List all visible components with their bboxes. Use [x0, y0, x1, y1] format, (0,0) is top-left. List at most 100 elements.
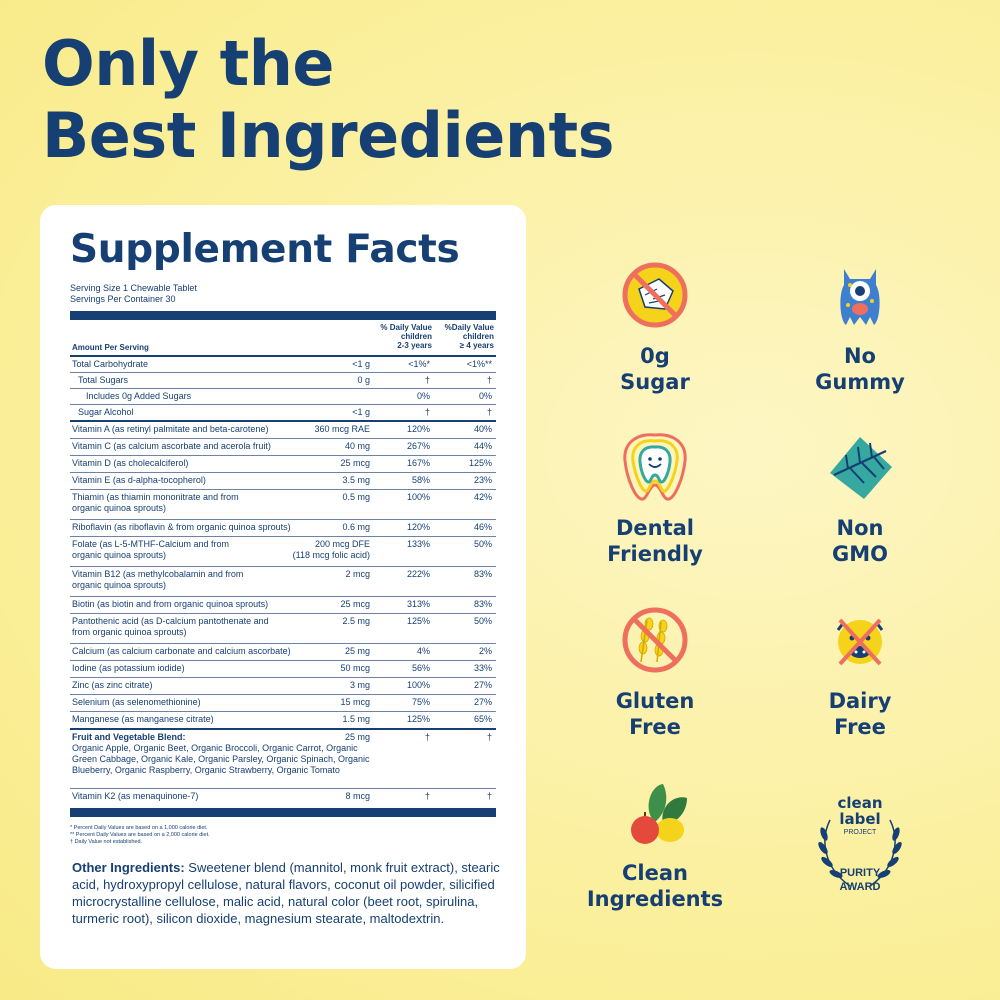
table-row: Biotin (as biotin and from organic quino… — [70, 597, 496, 614]
nutrient-dv2: 23% — [473, 475, 492, 485]
table-row: Pantothenic acid (as D-calcium pantothen… — [70, 614, 496, 644]
top-divider — [70, 311, 496, 320]
nutrient-dv2: 65% — [473, 714, 492, 724]
table-row: Riboflavin (as riboflavin & from organic… — [70, 520, 496, 537]
nutrient-dv1: 313% — [406, 599, 430, 609]
nutrient-amount: 0.5 mg — [342, 492, 370, 502]
badge-label-line: Clean — [622, 861, 688, 885]
headline-line-1: Only the — [42, 27, 334, 100]
nutrient-amount: 3 mg — [349, 680, 370, 690]
badge-label-line: Dairy — [828, 689, 892, 713]
bottom-divider — [70, 808, 496, 817]
table-row: Vitamin C (as calcium ascorbate and acer… — [70, 439, 496, 456]
table-row: Fruit and Vegetable Blend: 25 mg † † Org… — [70, 730, 496, 789]
badge-label-line: GMO — [832, 542, 888, 566]
nutrient-amount: 360 mcg RAE — [314, 424, 370, 434]
table-row: Total Sugars 0 g † † — [70, 373, 496, 389]
badge-label: Gluten Free — [565, 688, 745, 740]
award-line-3: PROJECT — [844, 829, 877, 836]
nutrient-dv1: 125% — [406, 714, 430, 724]
nutrient-dv2: 40% — [473, 424, 492, 434]
nutrient-amount: 2.5 mg — [342, 616, 370, 626]
nutrient-name: Selenium (as selenomethionine) — [72, 697, 201, 707]
badge-label-line: Dental — [615, 516, 695, 540]
fruit-veggie-icon — [615, 772, 695, 852]
leaf-icon — [820, 427, 900, 507]
clean-label-purity-award: clean label PROJECT PURITY AWARD — [770, 790, 950, 905]
nutrient-amount: 8 mcg — [345, 791, 370, 801]
nutrient-dv1: 100% — [406, 680, 430, 690]
nutrient-dv1: <1%* — [408, 359, 430, 369]
award-line-5: AWARD — [840, 881, 881, 893]
footnotes: * Percent Daily Values are based on a 1,… — [70, 825, 210, 846]
nutrient-dv2: 83% — [473, 599, 492, 609]
nutrient-name: Sugar Alcohol — [78, 407, 134, 417]
nutrient-dv1: 100% — [406, 492, 430, 502]
dv2-header-line: children — [462, 332, 494, 341]
nutrient-name: Total Sugars — [78, 375, 129, 385]
nutrient-name: Vitamin D (as cholecalciferol) — [72, 458, 189, 468]
nutrient-name: Thiamin (as thiamin mononitrate and from… — [72, 492, 239, 513]
serving-info: Serving Size 1 Chewable Tablet Servings … — [70, 283, 197, 305]
badge-label-line: Sugar — [620, 370, 690, 394]
nutrient-amount: 15 mcg — [340, 697, 370, 707]
nutrient-name: Vitamin E (as d-alpha-tocopherol) — [72, 475, 206, 485]
nutrient-name: Manganese (as manganese citrate) — [72, 714, 214, 724]
nutrient-dv1: 58% — [411, 475, 430, 485]
nutrient-name: Riboflavin (as riboflavin & from organic… — [72, 522, 291, 532]
badge-non-gmo: Non GMO — [770, 427, 950, 567]
badge-clean-ingredients: Clean Ingredients — [565, 772, 745, 912]
badge-label-line: Friendly — [607, 542, 703, 566]
nutrient-amount: 25 mg — [344, 646, 370, 656]
dv1-header-line: % Daily Value — [380, 323, 432, 332]
laurel-wreath-icon: clean label PROJECT PURITY AWARD — [818, 794, 902, 893]
badge-label: Non GMO — [770, 515, 950, 567]
nutrient-dv1: 222% — [406, 569, 430, 579]
table-row: Vitamin E (as d-alpha-tocopherol) 3.5 mg… — [70, 473, 496, 490]
badge-0g-sugar: 0g Sugar — [565, 255, 745, 395]
no-sugar-icon — [615, 255, 695, 335]
nutrient-dv1: 125% — [406, 616, 430, 626]
nutrient-dv2: 46% — [473, 522, 492, 532]
nutrient-dv1: 133% — [406, 539, 430, 549]
badge-dairy-free: Dairy Free — [770, 600, 950, 740]
nutrient-dv1: 75% — [411, 697, 430, 707]
nutrient-dv2: † — [486, 791, 492, 801]
nutrient-amount: 25 mcg — [340, 458, 370, 468]
nutrient-amount-folic: (118 mcg folic acid) — [292, 550, 370, 560]
badge-label-line: Gummy — [815, 370, 905, 394]
table-row: Total Carbohydrate <1 g <1%* <1%** — [70, 357, 496, 373]
badge-label-line: Non — [836, 516, 884, 540]
nutrient-dv2: † — [486, 375, 492, 385]
award-line-4: PURITY — [840, 867, 881, 879]
nutrient-dv2: 50% — [473, 616, 492, 626]
nutrient-dv1: 167% — [406, 458, 430, 468]
badge-label: Dairy Free — [770, 688, 950, 740]
dv2-header-line: ≥ 4 years — [459, 341, 494, 350]
nutrient-dv2: 125% — [468, 458, 492, 468]
badge-label-line: Free — [834, 715, 886, 739]
badge-no-gummy: No Gummy — [770, 255, 950, 395]
footnote: ** Percent Daily Values are based on a 2… — [70, 832, 210, 838]
nutrient-amount: 2 mcg — [345, 569, 370, 579]
table-row: Selenium (as selenomethionine) 15 mcg 75… — [70, 695, 496, 712]
nutrient-amount: 40 mg — [344, 441, 370, 451]
supplement-facts-title: Supplement Facts — [70, 227, 460, 272]
nutrient-dv1: 56% — [411, 663, 430, 673]
badge-label: 0g Sugar — [565, 343, 745, 395]
nutrient-dv1: † — [424, 791, 430, 801]
nutrient-name: Fruit and Vegetable Blend: — [72, 732, 186, 742]
nutrient-name: Calcium (as calcium carbonate and calciu… — [72, 646, 291, 656]
dv-children-4-header: %Daily Value children ≥ 4 years — [432, 323, 494, 350]
nutrient-name: Vitamin A (as retinyl palmitate and beta… — [72, 424, 269, 434]
nutrient-dv2: <1%** — [466, 359, 492, 369]
badge-label: No Gummy — [770, 343, 950, 395]
dv-children-2-3-header: % Daily Value children 2-3 years — [370, 323, 432, 350]
nutrient-dv2: 2% — [478, 646, 492, 656]
table-row: Iodine (as potassium iodide) 50 mcg 56% … — [70, 661, 496, 678]
nutrient-amount: 200 mcg DFE — [314, 539, 370, 549]
nutrient-dv2: 50% — [473, 539, 492, 549]
nutrient-dv2: 83% — [473, 569, 492, 579]
nutrient-dv1: 120% — [406, 522, 430, 532]
table-row: Sugar Alcohol <1 g † † — [70, 405, 496, 422]
